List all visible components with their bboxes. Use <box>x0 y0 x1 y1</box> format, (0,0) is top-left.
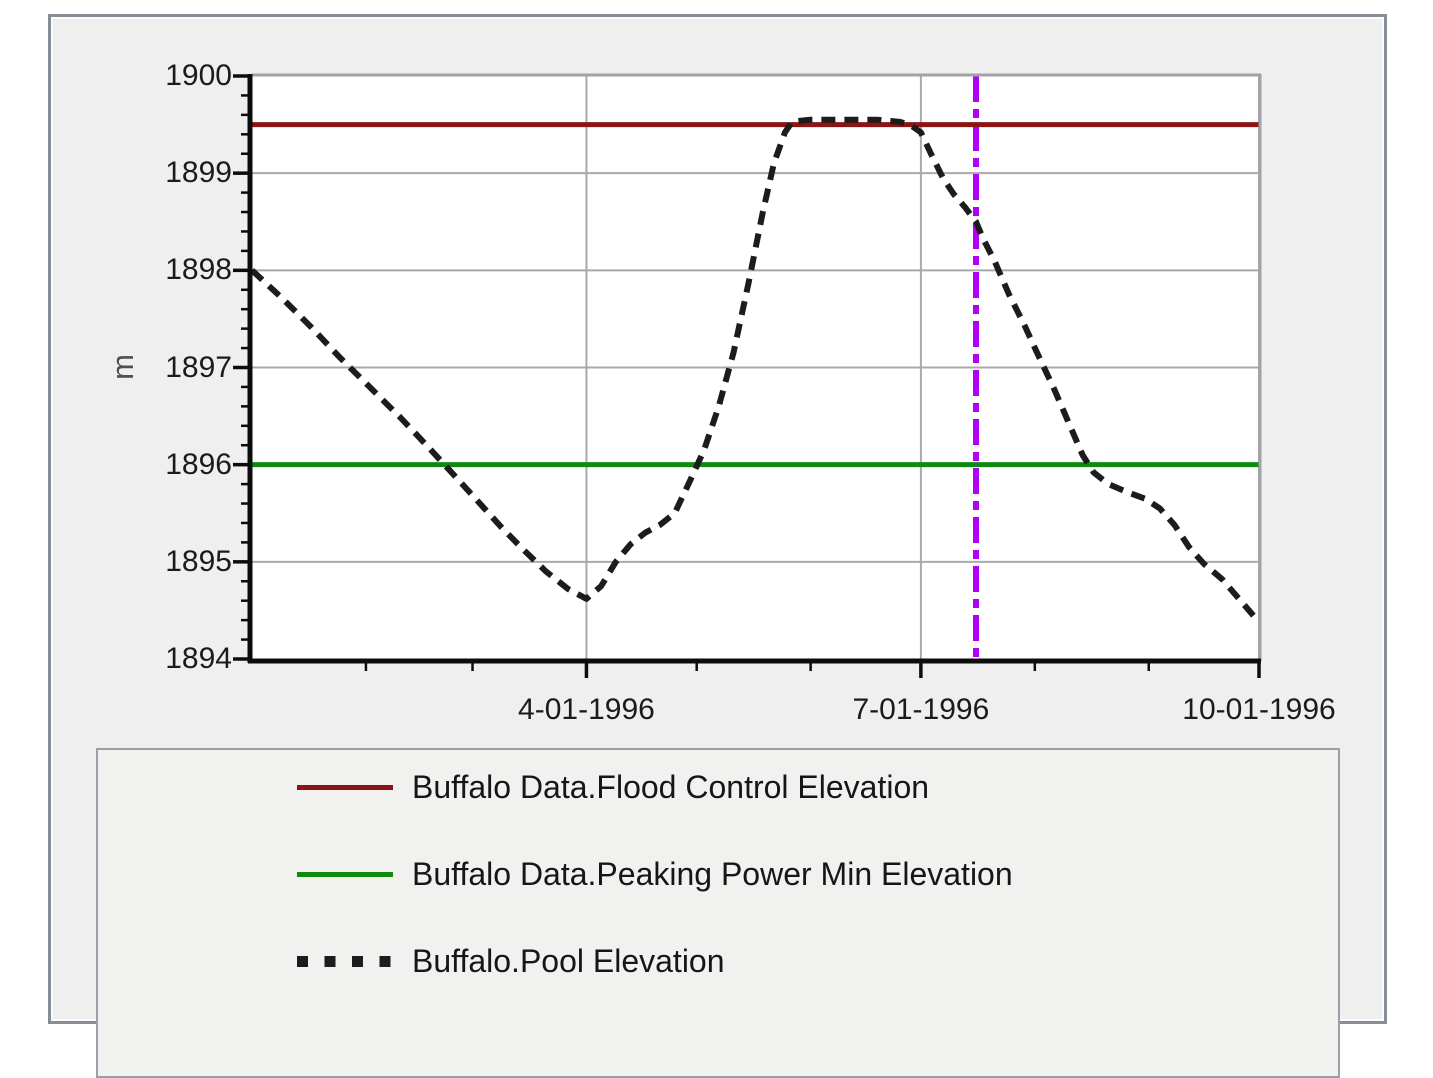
legend-entry-flood-control[interactable]: Buffalo Data.Flood Control Elevation <box>98 768 1338 806</box>
legend-label: Buffalo Data.Flood Control Elevation <box>412 769 930 805</box>
legend-box: Buffalo Data.Flood Control Elevation Buf… <box>96 748 1340 1078</box>
y-axis-title: m <box>105 354 140 380</box>
pool-elevation-dashed-swatch <box>297 956 393 967</box>
x-tick-label: 10-01-1996 <box>1182 693 1336 726</box>
legend-entry-pool-elevation[interactable]: Buffalo.Pool Elevation <box>98 942 1338 980</box>
x-tick-label: 7-01-1996 <box>852 693 990 726</box>
peaking-power-line-swatch <box>297 872 393 877</box>
legend-label: Buffalo.Pool Elevation <box>412 943 725 979</box>
y-tick-label: 1899 <box>165 156 232 190</box>
legend-entry-peaking-power[interactable]: Buffalo Data.Peaking Power Min Elevation <box>98 855 1338 893</box>
y-tick-label: 1897 <box>165 350 232 384</box>
y-tick-label: 1900 <box>165 59 232 92</box>
chart-plot-area[interactable] <box>0 0 1433 988</box>
y-tick-label: 1896 <box>165 447 232 481</box>
y-tick-label: 1894 <box>165 642 232 675</box>
pool-elevation-curve <box>249 116 1262 625</box>
flood-control-line-swatch <box>297 785 393 790</box>
y-tick-label: 1895 <box>165 544 232 578</box>
x-tick-label: 4-01-1996 <box>518 693 655 726</box>
y-tick-label: 1898 <box>165 253 232 287</box>
legend-label: Buffalo Data.Peaking Power Min Elevation <box>412 856 1013 892</box>
